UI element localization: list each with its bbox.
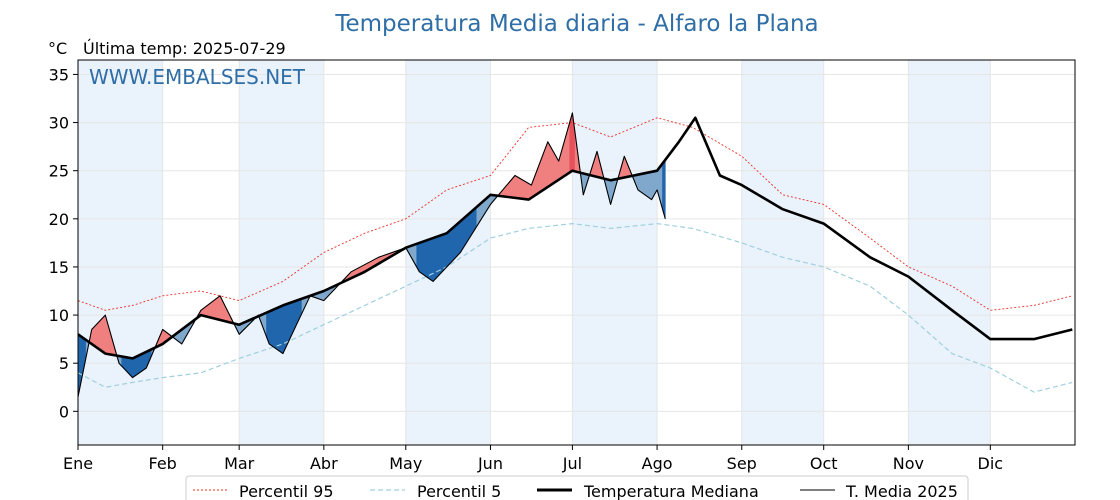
anomaly-fill [446, 230, 450, 268]
anomaly-fill [96, 320, 101, 351]
anomaly-fill [550, 145, 554, 186]
chart-title: Temperatura Media diaria - Alfaro la Pla… [334, 11, 818, 37]
legend-p95-label: Percentil 95 [239, 482, 334, 500]
y-tick-label: 35 [49, 65, 69, 84]
anomaly-fill [279, 304, 284, 355]
anomaly-fill [274, 307, 278, 351]
anomaly-fill [645, 172, 650, 199]
x-tick-label: Oct [810, 454, 838, 473]
anomaly-fill [94, 322, 98, 349]
x-tick-label: Abr [310, 454, 338, 473]
anomaly-fill [424, 239, 428, 279]
x-tick-label: Jul [562, 454, 582, 473]
anomaly-fill [214, 297, 218, 320]
y-tick-label: 20 [49, 210, 69, 229]
y-unit-label: °C [48, 39, 67, 58]
p95-line [77, 117, 1073, 311]
y-tick-label: 5 [59, 354, 69, 373]
anomaly-fill [462, 215, 467, 250]
legend-median-label: Temperatura Mediana [583, 482, 759, 500]
x-tick-label: Mar [224, 454, 255, 473]
anomaly-fill [520, 178, 524, 200]
anomaly-fill [449, 227, 453, 265]
legend-p5-label: Percentil 5 [417, 482, 501, 500]
anomaly-fill [517, 176, 521, 199]
anomaly-fill [443, 232, 448, 271]
month-band [239, 60, 324, 445]
anomaly-fill [525, 181, 530, 200]
anomaly-fill [137, 353, 142, 375]
anomaly-fill [99, 317, 103, 353]
month-band [908, 60, 991, 445]
anomaly-fill [282, 304, 286, 354]
anomaly-fill [419, 241, 423, 275]
anomaly-fill [457, 220, 461, 257]
y-tick-label: 15 [49, 258, 69, 277]
anomaly-fill [637, 173, 642, 193]
x-tick-label: Sep [727, 454, 757, 473]
anomaly-fill [421, 240, 426, 277]
anomaly-fill [435, 235, 439, 280]
month-band [78, 60, 163, 445]
anomaly-fill [143, 351, 147, 371]
legend: Percentil 95 Percentil 5 Temperatura Med… [185, 475, 969, 500]
anomaly-fill [132, 356, 136, 379]
anomaly-fill [547, 140, 551, 188]
anomaly-fill [271, 308, 276, 349]
x-tick-label: Feb [149, 454, 177, 473]
median-line [77, 116, 1073, 360]
x-tick-label: Nov [893, 454, 924, 473]
x-tick-label: Jun [477, 454, 503, 473]
anomaly-fill [514, 174, 519, 199]
y-tick-label: 30 [49, 114, 69, 133]
anomaly-fill [135, 355, 139, 377]
month-band [572, 60, 658, 445]
x-tick-label: Ene [63, 454, 93, 473]
anomaly-fill [640, 173, 644, 195]
month-band [741, 60, 824, 445]
x-tick-label: Ago [642, 454, 673, 473]
y-tick-label: 10 [49, 306, 69, 325]
anomaly-fill [268, 309, 273, 347]
anomaly-fill [211, 299, 215, 319]
anomaly-fill [217, 295, 221, 321]
anomaly-fill [643, 172, 647, 197]
anomaly-fill [460, 218, 464, 254]
legend-box [185, 475, 969, 500]
anomaly-fill [451, 225, 456, 262]
anomaly-fill [102, 314, 106, 355]
anomaly-fill [432, 236, 437, 283]
anomaly-fill [427, 238, 431, 280]
legend-t2025-label: T. Media 2025 [845, 482, 958, 500]
x-tick-label: Dic [978, 454, 1004, 473]
anomaly-fill [454, 222, 459, 260]
y-tick-label: 25 [49, 162, 69, 181]
anomaly-fill [648, 171, 652, 201]
y-tick-label: 0 [59, 402, 69, 421]
anomaly-fill [440, 233, 445, 274]
plot-frame [77, 59, 1076, 446]
anomaly-fill [140, 352, 144, 373]
x-tick-label: May [389, 454, 422, 473]
t2025-line [77, 112, 666, 398]
watermark: WWW.EMBALSES.NET [89, 65, 306, 89]
anomaly-fill [522, 179, 527, 200]
last-temp-label: Última temp: 2025-07-29 [83, 39, 286, 58]
